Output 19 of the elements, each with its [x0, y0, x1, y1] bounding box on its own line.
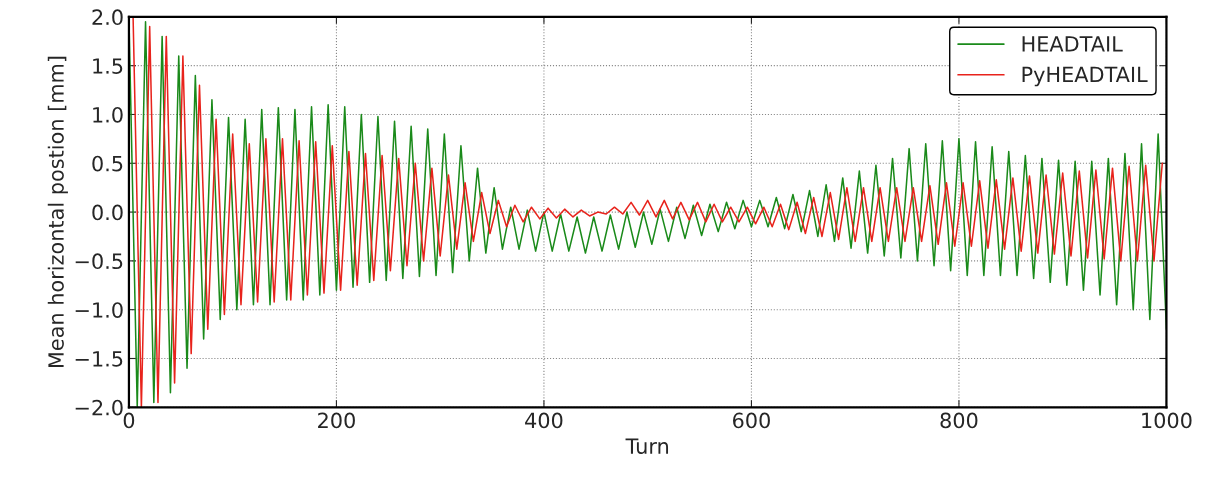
x-tick-label: 400 [525, 412, 563, 429]
y-tick-label: 1.0 [93, 106, 123, 123]
x-tick-label: 200 [318, 412, 355, 429]
y-tick-label: 2.0 [92, 9, 123, 26]
y-tick-label: 1.5 [93, 58, 123, 74]
y-tick-label: 0.5 [92, 155, 123, 172]
x-axis-title: Turn [625, 438, 669, 454]
y-tick-label: −1.0 [75, 302, 123, 318]
y-tick-label: −0.5 [75, 253, 123, 270]
x-tick-label: 600 [733, 412, 770, 429]
x-tick-label: 0 [123, 412, 135, 429]
y-tick-label: −2.0 [75, 399, 123, 416]
legend-label: HEADTAIL [1022, 36, 1123, 52]
y-tick-label: −1.5 [75, 351, 123, 367]
legend-label: PyHEADTAIL [1022, 66, 1148, 87]
x-tick-label: 800 [940, 412, 978, 429]
y-tick-label: 0.0 [92, 204, 123, 221]
x-tick-label: 1000 [1142, 412, 1192, 429]
y-axis-title: Mean horizontal postion [mm] [47, 56, 68, 368]
